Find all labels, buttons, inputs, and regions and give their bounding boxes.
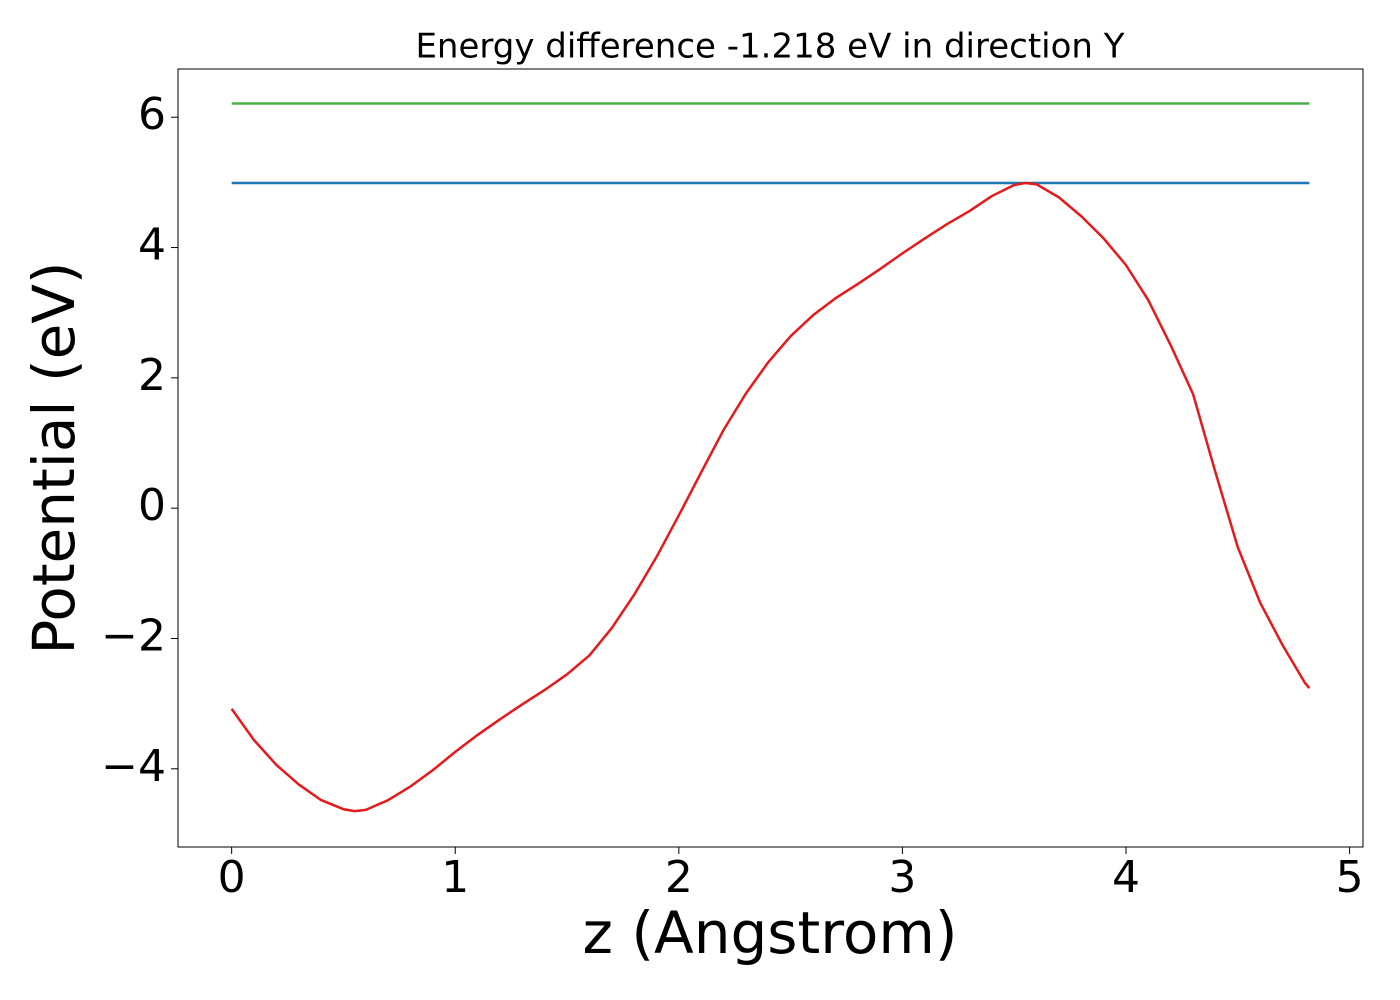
y-tick-label: −4 [101, 741, 166, 792]
x-tick-label: 4 [1112, 852, 1140, 903]
y-tick-label: 6 [138, 89, 166, 140]
x-tick-label: 5 [1336, 852, 1364, 903]
x-tick-label: 3 [888, 852, 916, 903]
x-tick-label: 2 [665, 852, 693, 903]
x-axis-label: z (Angstrom) [583, 899, 958, 967]
chart-title: Energy difference -1.218 eV in direction… [415, 27, 1124, 67]
y-tick-label: 2 [138, 350, 166, 401]
x-tick-label: 0 [218, 852, 246, 903]
plot-frame [177, 68, 1364, 848]
y-tick-label: 0 [138, 480, 166, 531]
line-series [230, 181, 1311, 813]
x-tick-label: 1 [441, 852, 469, 903]
y-axis-label: Potential (eV) [20, 261, 88, 654]
y-tick-label: 4 [138, 220, 166, 271]
y-tick-label: −2 [101, 610, 166, 661]
